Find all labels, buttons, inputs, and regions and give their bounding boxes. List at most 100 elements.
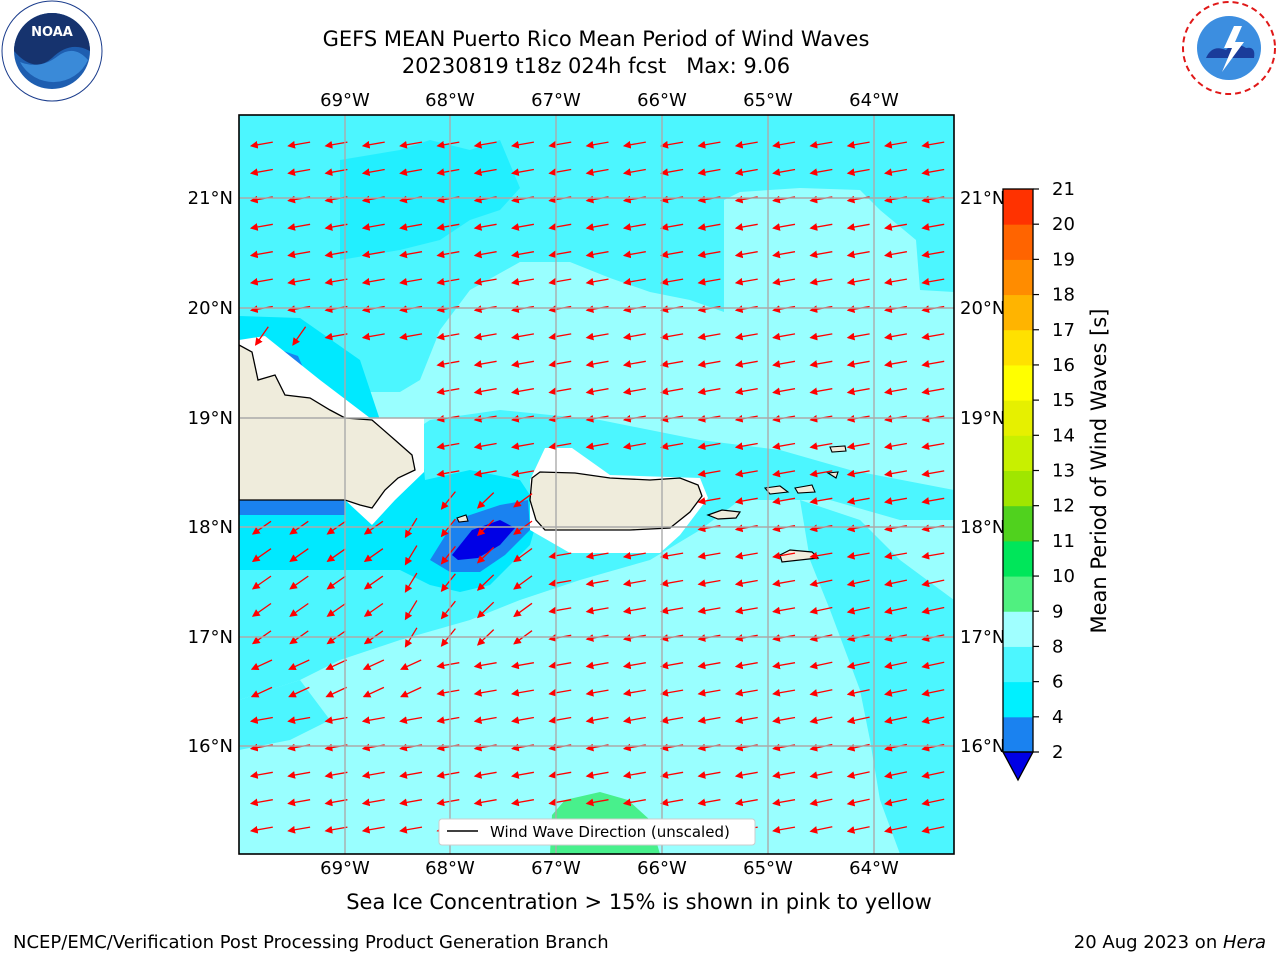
wind-wave-arrow: [846, 689, 870, 697]
wind-wave-arrow: [289, 575, 309, 590]
wind-wave-arrow: [660, 606, 684, 615]
wind-wave-arrow: [585, 250, 609, 259]
wind-wave-arrow: [473, 688, 497, 697]
wind-wave-arrow: [884, 360, 908, 368]
wind-wave-arrow: [548, 332, 572, 341]
colorbar-segment: [1003, 716, 1033, 753]
wind-wave-arrow: [734, 497, 758, 505]
colorbar-tick-label: 17: [1052, 320, 1075, 341]
wind-wave-arrow: [249, 798, 273, 807]
wind-wave-arrow: [772, 250, 796, 259]
colorbar-segment: [1003, 681, 1033, 718]
lon-labels-top: 69°W 68°W 67°W 66°W 65°W 64°W: [320, 90, 899, 111]
wind-wave-arrow: [809, 497, 833, 505]
wind-wave-arrow: [734, 223, 758, 231]
wind-wave-arrow: [697, 853, 721, 854]
colorbar-tick-label: 9: [1052, 601, 1063, 622]
wind-wave-arrow: [921, 798, 945, 807]
land-mona: [456, 514, 469, 523]
map-grid: [239, 115, 954, 854]
wind-wave-arrow: [884, 551, 908, 560]
wind-wave-arrow: [697, 579, 721, 588]
wind-wave-arrow: [660, 661, 684, 670]
wind-wave-arrow: [697, 716, 721, 725]
wind-wave-arrow: [660, 360, 684, 368]
wind-wave-arrow: [249, 140, 273, 149]
wind-wave-arrow: [249, 223, 273, 231]
wind-wave-arrow: [660, 140, 684, 149]
wind-wave-arrow: [400, 659, 422, 671]
wind-wave-arrow: [660, 442, 684, 451]
colorbar-tick-label: 8: [1052, 636, 1063, 657]
wind-wave-arrow: [697, 360, 721, 368]
colorbar-tick-label: 6: [1052, 672, 1063, 693]
wind-wave-arrow: [884, 277, 908, 286]
wind-wave-arrow: [772, 387, 796, 396]
wind-wave-arrow: [326, 575, 346, 590]
wind-wave-arrow: [734, 469, 758, 478]
wind-wave-arrow: [548, 606, 572, 615]
colorbar-tick-label: 12: [1052, 496, 1075, 517]
land-vieques: [706, 509, 742, 520]
wind-wave-arrow: [734, 716, 758, 725]
colorbar-segment: [1003, 224, 1033, 260]
wind-wave-arrow: [361, 168, 385, 177]
wind-wave-arrow: [622, 168, 646, 177]
wind-wave-arrow: [363, 575, 384, 590]
wind-wave-arrow: [251, 575, 272, 590]
wind-wave-arrow: [622, 688, 646, 697]
wind-wave-arrow: [884, 771, 908, 779]
wind-wave-arrow: [249, 250, 273, 259]
wind-wave-arrow: [476, 492, 495, 509]
wind-wave-arrow: [440, 491, 456, 510]
wind-wave-arrow: [884, 168, 908, 177]
wind-wave-arrow: [921, 606, 945, 615]
wind-wave-arrow: [622, 606, 646, 615]
wind-wave-arrow: [660, 798, 684, 807]
wind-wave-arrow: [921, 250, 945, 259]
map-legend: Wind Wave Direction (unscaled): [438, 818, 756, 846]
wind-wave-arrow: [511, 168, 535, 177]
wind-wave-arrow: [287, 250, 311, 259]
wind-wave-arrow: [846, 140, 870, 149]
wind-wave-arrow: [884, 826, 908, 834]
wind-wave-arrow: [473, 250, 497, 259]
noaa-logo-text: NOAA: [31, 25, 73, 40]
wind-wave-arrow: [399, 250, 423, 259]
wind-wave-arrow: [734, 387, 758, 396]
wind-wave-arrow: [548, 551, 572, 560]
wind-wave-arrow: [809, 579, 833, 588]
wind-wave-arrow: [809, 250, 833, 259]
wind-wave-arrow: [921, 771, 945, 779]
wind-wave-arrow: [846, 606, 870, 615]
wind-wave-arrow: [287, 825, 311, 834]
wind-wave-arrow: [585, 332, 609, 341]
wind-wave-arrow: [399, 332, 423, 341]
wind-wave-arrow: [400, 686, 422, 698]
wind-wave-arrow: [622, 360, 646, 368]
wind-wave-arrow: [921, 579, 945, 588]
wind-wave-arrow: [585, 606, 609, 615]
wind-wave-arrow: [660, 250, 684, 259]
wind-wave-arrow: [809, 442, 833, 451]
wind-wave-arrow: [660, 387, 684, 396]
wind-wave-arrow: [809, 469, 833, 478]
wind-wave-arrow: [585, 771, 609, 779]
wind-wave-arrow: [249, 168, 273, 177]
wind-wave-arrow: [511, 771, 535, 779]
colorbar-label: Mean Period of Wind Waves [s]: [1087, 309, 1111, 634]
wind-wave-arrow: [921, 551, 945, 560]
wind-wave-arrow: [324, 771, 348, 779]
wind-wave-arrow: [660, 771, 684, 779]
wind-wave-arrow: [921, 689, 945, 697]
lon-label: 64°W: [849, 90, 899, 111]
wind-wave-arrow: [436, 798, 460, 807]
wind-wave-arrow: [884, 579, 908, 588]
noaa-logo: NOAA: [1, 0, 103, 102]
wind-wave-arrow: [404, 600, 418, 621]
wind-wave-arrow: [734, 551, 758, 560]
wind-wave-arrow: [473, 387, 497, 396]
wind-wave-arrow: [511, 332, 535, 341]
wind-wave-arrow: [585, 442, 609, 451]
wind-wave-arrow: [846, 771, 870, 779]
